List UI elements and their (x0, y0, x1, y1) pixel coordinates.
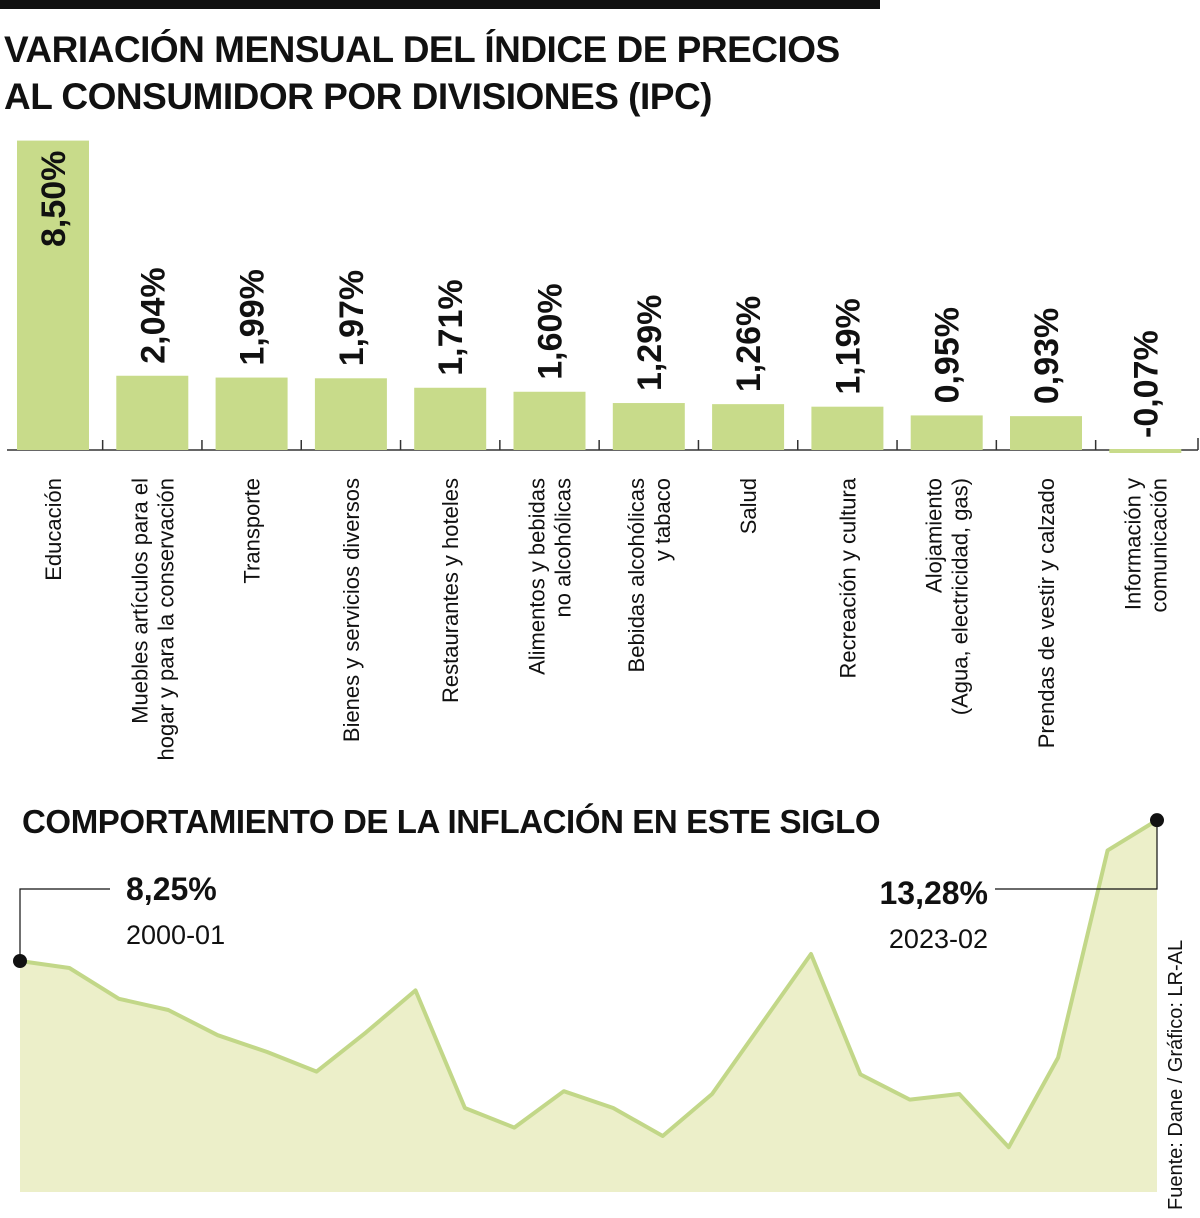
top-rule (0, 0, 880, 9)
category-label: Salud (736, 478, 761, 534)
start-value-label: 8,25% (126, 871, 217, 907)
division-bar-chart: 8,50% Educación 2,04% Muebles artículos par… (7, 140, 1199, 761)
category-label: no alcohólicas (551, 478, 576, 617)
category-label: Prendas de vestir y calzado (1034, 478, 1059, 748)
bar (513, 391, 586, 450)
callout-dot-start (13, 954, 27, 968)
category-label: Bebidas alcohólicas (624, 478, 649, 672)
end-date-label: 2023-02 (889, 924, 988, 954)
bar (116, 375, 189, 450)
bar-value-label: 0,93% (1028, 308, 1066, 404)
inflation-line (19, 818, 1159, 1150)
inflation-area (20, 820, 1157, 1192)
category-label: Muebles artículos para el (127, 478, 152, 724)
category-label: Restaurantes y hoteles (438, 478, 463, 703)
bar-value-label: 1,97% (333, 270, 371, 366)
bar-value-label: 1,99% (234, 269, 272, 365)
bar-value-label: 1,60% (532, 283, 570, 379)
bar (215, 377, 288, 450)
category-label: hogar y para la conservación (153, 478, 178, 761)
category-label: comunicación (1146, 478, 1171, 613)
bar (1010, 416, 1082, 450)
bar (712, 404, 785, 450)
callout-line-start (19, 888, 110, 961)
bar-value-label: 1,26% (730, 296, 768, 392)
category-label: Transporte (240, 478, 265, 584)
bar (1109, 449, 1182, 453)
bar (17, 140, 89, 450)
bar (414, 387, 487, 450)
bar-value-label: 1,29% (631, 295, 669, 391)
category-label: Alimentos y bebidas (525, 478, 550, 675)
category-label: Alojamiento (922, 478, 947, 593)
bar-value-label: 0,95% (929, 307, 967, 403)
bar (910, 415, 983, 450)
bar-value-label: 1,19% (829, 298, 867, 394)
bar (314, 378, 387, 450)
category-label: Recreación y cultura (835, 477, 860, 678)
bar-value-label: 2,04% (134, 267, 172, 363)
callout-dot-end (1150, 813, 1164, 828)
bar-value-label: 1,71% (432, 279, 470, 375)
category-label: Bienes y servicios diversos (339, 478, 364, 742)
callout-line-end (995, 820, 1158, 890)
category-label: y tabaco (650, 478, 675, 561)
bar (811, 406, 884, 450)
chart-title: VARIACIÓN MENSUAL DEL ÍNDICE DE PRECIOS … (4, 29, 840, 117)
inflation-chart-title: COMPORTAMIENTO DE LA INFLACIÓN EN ESTE S… (22, 803, 881, 840)
category-label: Información y (1120, 478, 1145, 610)
end-value-label: 13,28% (879, 875, 988, 911)
category-label: Educación (41, 478, 66, 581)
category-label: (Agua, electricidad, gas) (948, 478, 973, 715)
bar-value-label: -0,07% (1127, 330, 1165, 438)
bar-value-label: 8,50% (35, 151, 73, 247)
start-date-label: 2000-01 (126, 920, 225, 950)
bar (612, 403, 685, 450)
source-note: Fuente: Dane / Gráfico: LR-AL (1165, 939, 1187, 1210)
